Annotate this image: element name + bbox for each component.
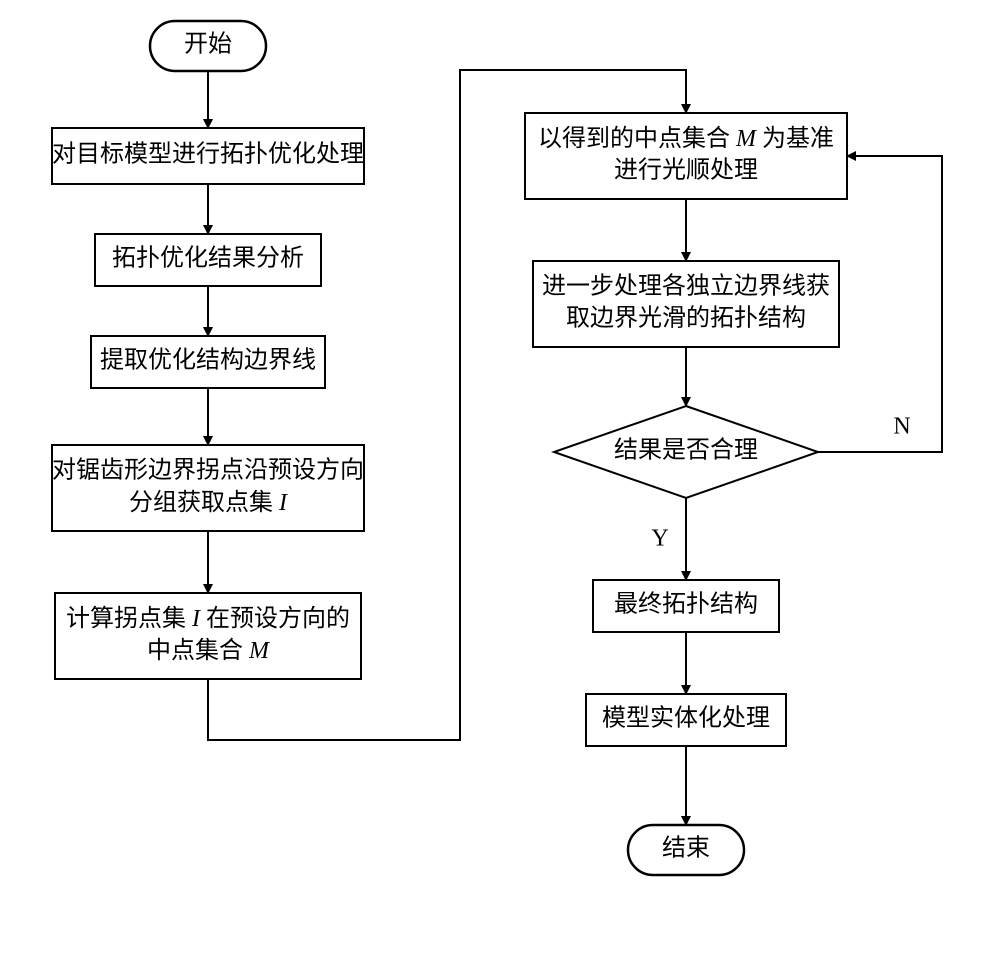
node-n8: 最终拓扑结构 <box>593 580 779 632</box>
node-label-end-line0: 结束 <box>662 835 710 862</box>
node-n5: 计算拐点集 I 在预设方向的中点集合 M <box>55 593 361 679</box>
node-n1: 对目标模型进行拓扑优化处理 <box>52 128 364 184</box>
node-start: 开始 <box>150 21 266 71</box>
node-end: 结束 <box>628 825 744 875</box>
node-label-n5-line0: 计算拐点集 I 在预设方向的 <box>66 604 350 631</box>
edge-label-y: Y <box>651 526 668 552</box>
node-label-n6-line1: 进行光顺处理 <box>614 157 758 184</box>
node-n4: 对锯齿形边界拐点沿预设方向分组获取点集 I <box>52 445 364 531</box>
node-label-n5-line1: 中点集合 M <box>147 637 271 664</box>
flowchart-root: Y N 开始对目标模型进行拓扑优化处理拓扑优化结果分析提取优化结构边界线对锯齿形边界… <box>0 0 1000 953</box>
node-label-n4-line1: 分组获取点集 I <box>129 489 288 516</box>
edge-label-n: N <box>893 414 910 440</box>
node-label-n9-line0: 模型实体化处理 <box>602 705 770 732</box>
node-n2: 拓扑优化结果分析 <box>95 234 321 286</box>
node-label-n7-line0: 进一步处理各独立边界线获 <box>542 272 830 299</box>
node-label-n1-line0: 对目标模型进行拓扑优化处理 <box>52 141 364 168</box>
node-n7: 进一步处理各独立边界线获取边界光滑的拓扑结构 <box>533 261 839 347</box>
node-label-n3-line0: 提取优化结构边界线 <box>100 347 316 374</box>
node-label-start-line0: 开始 <box>184 31 232 58</box>
node-label-n6-line0: 以得到的中点集合 M 为基准 <box>538 124 834 151</box>
node-label-n8-line0: 最终拓扑结构 <box>614 591 758 618</box>
node-n3: 提取优化结构边界线 <box>91 336 325 388</box>
node-label-n2-line0: 拓扑优化结果分析 <box>112 245 304 272</box>
node-label-d1-line0: 结果是否合理 <box>614 437 758 464</box>
node-d1: 结果是否合理 <box>554 406 818 498</box>
node-n9: 模型实体化处理 <box>586 694 786 746</box>
node-label-n7-line1: 取边界光滑的拓扑结构 <box>566 305 806 332</box>
node-label-n4-line0: 对锯齿形边界拐点沿预设方向 <box>52 456 364 483</box>
node-n6: 以得到的中点集合 M 为基准进行光顺处理 <box>525 113 847 199</box>
